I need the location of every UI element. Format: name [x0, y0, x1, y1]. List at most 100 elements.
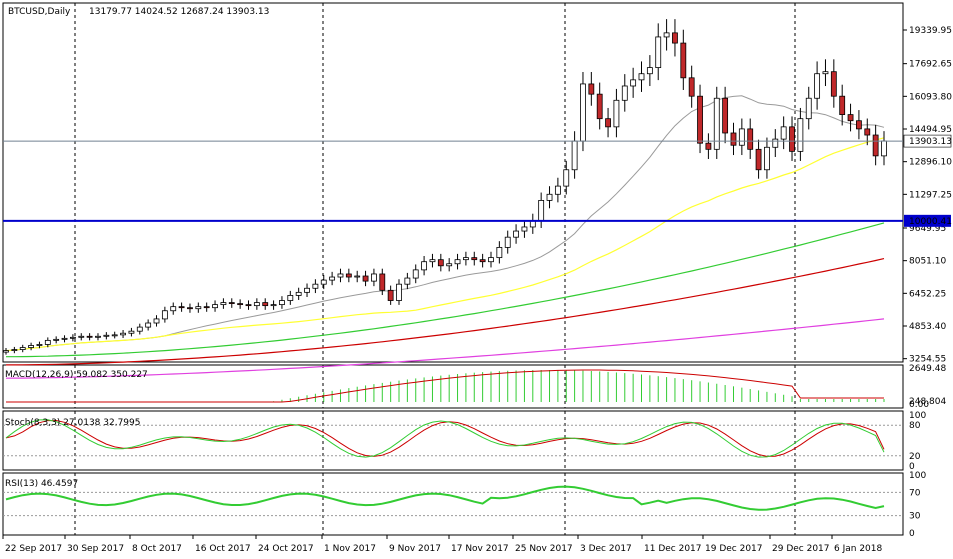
candle-body[interactable]	[646, 67, 653, 75]
candle-body[interactable]	[19, 347, 26, 350]
candle-body[interactable]	[621, 85, 628, 101]
candle-body[interactable]	[345, 273, 352, 278]
candle-body[interactable]	[379, 273, 386, 291]
candle-body[interactable]	[881, 140, 887, 157]
candle-body[interactable]	[504, 236, 511, 248]
candle-body[interactable]	[680, 42, 687, 79]
candle-body[interactable]	[295, 291, 302, 296]
candle-body[interactable]	[830, 71, 837, 97]
candle-body[interactable]	[170, 306, 177, 312]
candle-body[interactable]	[655, 36, 662, 68]
candle-body[interactable]	[521, 226, 528, 232]
candle-body[interactable]	[638, 73, 645, 81]
candle-body[interactable]	[822, 71, 829, 75]
candle-body[interactable]	[797, 118, 804, 152]
candle-body[interactable]	[705, 142, 712, 150]
candle-body[interactable]	[588, 83, 595, 95]
candle-body[interactable]	[462, 257, 469, 261]
candle-body[interactable]	[270, 304, 277, 307]
candle-body[interactable]	[103, 334, 110, 337]
candle-body[interactable]	[387, 289, 394, 301]
candle-body[interactable]	[738, 128, 745, 146]
candle-body[interactable]	[780, 126, 787, 140]
candle-body[interactable]	[404, 277, 411, 285]
candle-body[interactable]	[195, 306, 202, 310]
candle-body[interactable]	[220, 302, 227, 306]
candle-body[interactable]	[496, 247, 503, 259]
candle-body[interactable]	[454, 259, 461, 265]
candle-body[interactable]	[580, 83, 586, 142]
candle-body[interactable]	[672, 32, 678, 44]
candle-body[interactable]	[86, 335, 93, 338]
candle-body[interactable]	[95, 335, 101, 338]
candle-body[interactable]	[396, 283, 402, 301]
candle-body[interactable]	[78, 335, 85, 338]
candle-body[interactable]	[128, 330, 135, 334]
candle-body[interactable]	[44, 339, 51, 345]
candle-body[interactable]	[312, 283, 319, 289]
candle-body[interactable]	[722, 97, 729, 134]
candle-body[interactable]	[28, 345, 34, 348]
candle-body[interactable]	[69, 336, 76, 339]
candle-body[interactable]	[488, 257, 494, 263]
candle-body[interactable]	[513, 230, 519, 238]
candle-body[interactable]	[3, 350, 9, 353]
candle-body[interactable]	[755, 148, 762, 171]
candle-body[interactable]	[856, 120, 862, 130]
candle-body[interactable]	[237, 303, 244, 306]
candle-body[interactable]	[713, 97, 720, 150]
candle-body[interactable]	[546, 193, 553, 201]
candle-body[interactable]	[161, 310, 168, 320]
candle-body[interactable]	[571, 140, 578, 171]
candle-body[interactable]	[287, 295, 294, 301]
candle-body[interactable]	[613, 99, 620, 128]
candle-body[interactable]	[329, 276, 336, 281]
horizontal-levels[interactable]	[3, 140, 903, 222]
candlesticks[interactable]	[3, 19, 887, 355]
candle-body[interactable]	[412, 269, 419, 279]
candle-body[interactable]	[437, 259, 444, 267]
candle-body[interactable]	[730, 132, 737, 146]
candle-body[interactable]	[203, 306, 210, 309]
candle-body[interactable]	[697, 95, 703, 144]
candle-body[interactable]	[630, 79, 637, 87]
candle-body[interactable]	[772, 138, 779, 148]
candle-body[interactable]	[371, 273, 377, 282]
candle-body[interactable]	[228, 302, 235, 304]
candle-body[interactable]	[111, 334, 118, 337]
candle-body[interactable]	[279, 300, 285, 306]
candle-body[interactable]	[178, 306, 185, 309]
candle-body[interactable]	[120, 332, 126, 336]
candle-body[interactable]	[839, 95, 846, 115]
candle-body[interactable]	[145, 322, 152, 328]
candle-body[interactable]	[354, 275, 361, 278]
candle-body[interactable]	[446, 263, 453, 267]
candle-body[interactable]	[304, 287, 310, 293]
candle-body[interactable]	[36, 344, 43, 346]
candle-body[interactable]	[538, 200, 545, 222]
candle-body[interactable]	[362, 275, 369, 282]
candle-body[interactable]	[337, 273, 344, 278]
candle-body[interactable]	[805, 97, 812, 120]
candle-body[interactable]	[253, 302, 260, 307]
candle-body[interactable]	[471, 257, 478, 261]
candle-body[interactable]	[11, 349, 18, 351]
candle-body[interactable]	[554, 185, 561, 195]
candle-body[interactable]	[53, 338, 60, 341]
candle-body[interactable]	[747, 128, 754, 150]
candle-body[interactable]	[136, 326, 143, 332]
candle-body[interactable]	[764, 146, 770, 171]
candle-body[interactable]	[320, 279, 327, 285]
candle-body[interactable]	[605, 118, 611, 128]
candle-body[interactable]	[245, 304, 252, 307]
candle-body[interactable]	[847, 114, 854, 122]
candle-body[interactable]	[61, 337, 68, 340]
candle-body[interactable]	[187, 307, 193, 310]
candle-body[interactable]	[663, 32, 670, 38]
candle-body[interactable]	[789, 126, 795, 152]
candle-body[interactable]	[596, 93, 603, 120]
candle-body[interactable]	[688, 77, 695, 97]
candle-body[interactable]	[262, 302, 269, 307]
candle-body[interactable]	[212, 304, 218, 309]
